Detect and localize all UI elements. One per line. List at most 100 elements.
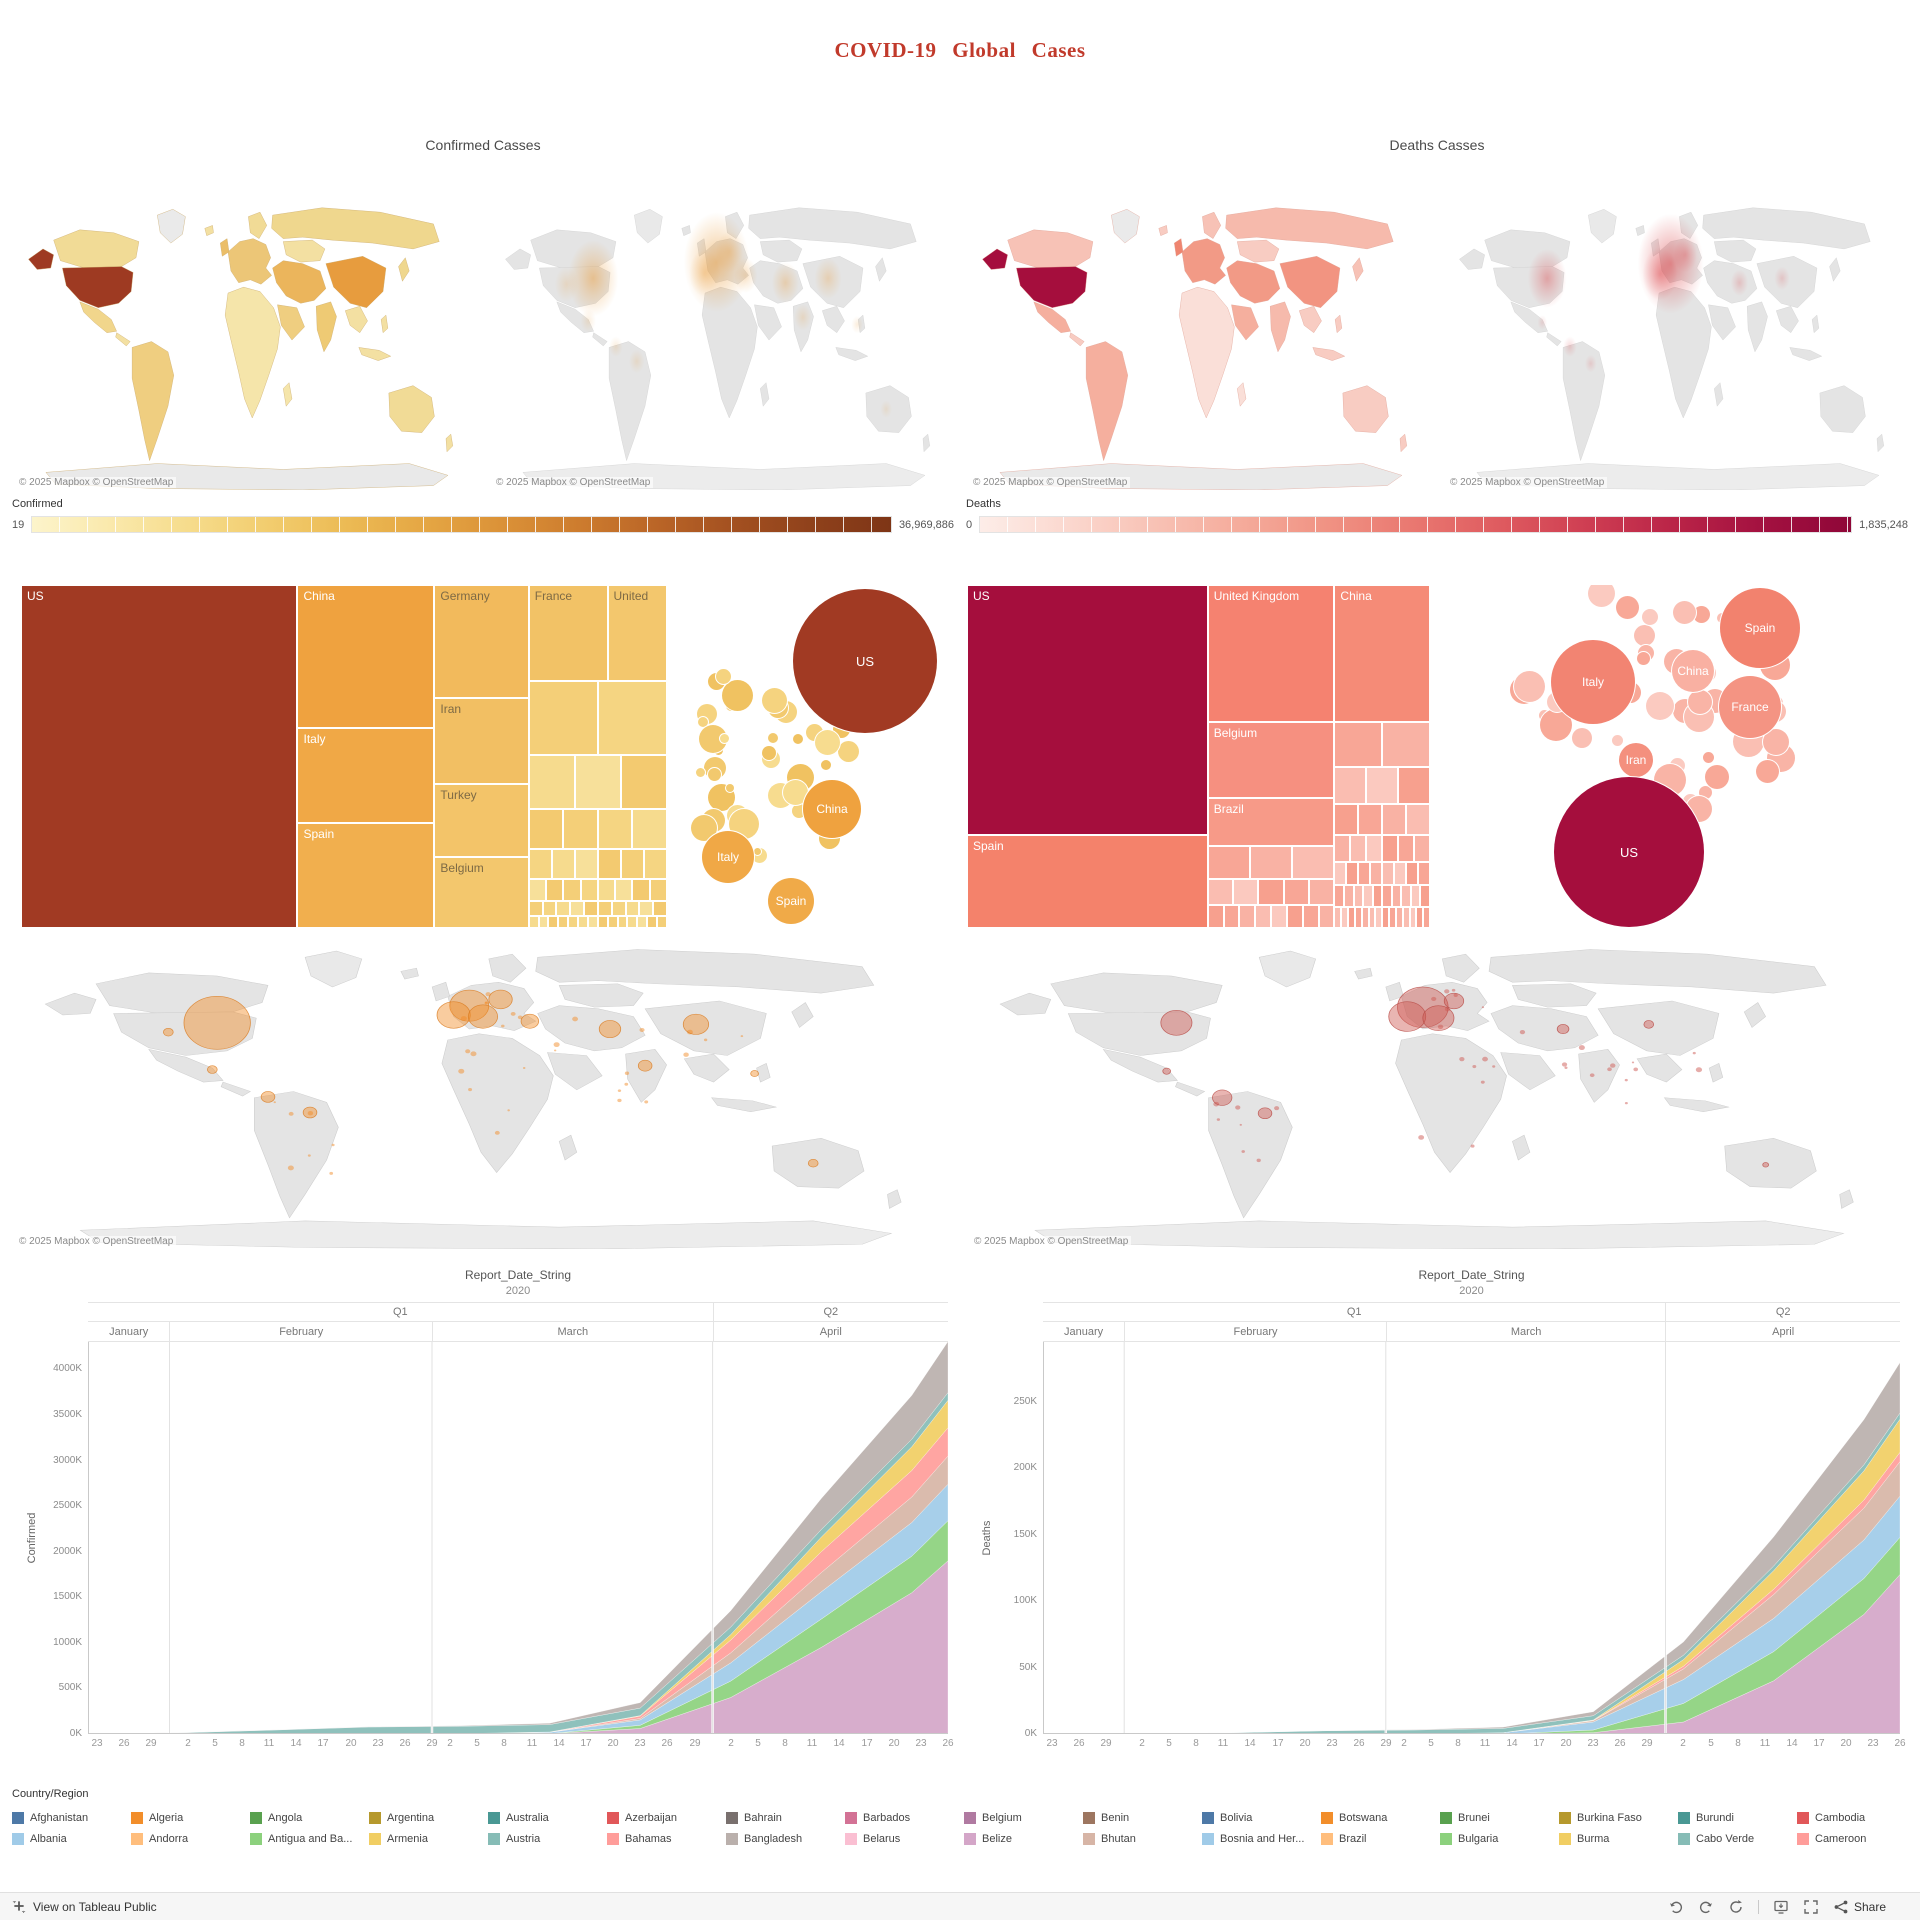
treemap-small-cell[interactable] — [649, 878, 667, 901]
treemap-small-cell[interactable] — [1372, 884, 1383, 908]
legend-item-bahrain[interactable]: Bahrain — [726, 1807, 845, 1828]
treemap-small-cell[interactable] — [568, 915, 579, 928]
treemap-small-cell[interactable] — [528, 915, 539, 928]
treemap-cell-us[interactable]: US — [967, 585, 1208, 836]
timeseries-deaths[interactable]: Report_Date_String 2020 Deaths 0K 50K 100K… — [967, 1268, 1906, 1756]
treemap-small-cell[interactable] — [528, 755, 575, 810]
map-deaths-choropleth[interactable]: © 2025 Mapbox © OpenStreetMap — [966, 196, 1431, 490]
legend-item-bhutan[interactable]: Bhutan — [1083, 1828, 1202, 1849]
treemap-small-cell[interactable] — [528, 878, 547, 901]
treemap-small-cell[interactable] — [528, 848, 552, 879]
treemap-small-cell[interactable] — [1207, 904, 1224, 928]
legend-item-brazil[interactable]: Brazil — [1321, 1828, 1440, 1849]
treemap-small-cell[interactable] — [1398, 767, 1430, 805]
packed-bubbles-confirmed[interactable]: US China Italy Spain — [667, 585, 950, 928]
legend-item-burkina-faso[interactable]: Burkina Faso — [1559, 1807, 1678, 1828]
map-deaths-density[interactable]: © 2025 Mapbox © OpenStreetMap — [1443, 196, 1908, 490]
treemap-small-cell[interactable] — [1318, 904, 1335, 928]
treemap-small-cell[interactable] — [643, 848, 667, 879]
treemap-small-cell[interactable] — [611, 900, 626, 916]
legend-item-afghanistan[interactable]: Afghanistan — [12, 1807, 131, 1828]
quarter-header[interactable]: Q1 — [1346, 1306, 1362, 1318]
treemap-small-cell[interactable] — [563, 878, 581, 901]
treemap-small-cell[interactable] — [1391, 884, 1402, 908]
treemap-small-cell[interactable] — [1334, 862, 1347, 885]
treemap-small-cell[interactable] — [632, 878, 650, 901]
month-header[interactable]: January — [1064, 1325, 1104, 1338]
treemap-small-cell[interactable] — [1348, 907, 1355, 928]
download-button[interactable] — [1773, 1899, 1789, 1915]
treemap-small-cell[interactable] — [1249, 845, 1293, 879]
treemap-small-cell[interactable] — [1402, 907, 1410, 928]
treemap-small-cell[interactable] — [574, 755, 621, 810]
color-gradient-bar[interactable] — [979, 516, 1853, 533]
map-confirmed-symbols[interactable]: © 2025 Mapbox © OpenStreetMap — [12, 937, 950, 1249]
treemap-cell-belgium[interactable]: Belgium — [434, 857, 529, 928]
legend-item-bosnia-and-her-[interactable]: Bosnia and Her... — [1202, 1828, 1321, 1849]
treemap-small-cell[interactable] — [1350, 835, 1367, 863]
treemap-small-cell[interactable] — [1343, 884, 1354, 908]
treemap-small-cell[interactable] — [1361, 907, 1369, 928]
treemap-small-cell[interactable] — [1283, 878, 1310, 905]
packed-bubbles-deaths[interactable]: Spain Italy China France Iran US — [1430, 585, 1902, 928]
treemap-small-cell[interactable] — [1420, 884, 1430, 908]
map-deaths-symbols[interactable]: © 2025 Mapbox © OpenStreetMap — [967, 937, 1902, 1249]
bubble-italy[interactable]: Italy — [702, 831, 754, 883]
treemap-small-cell[interactable] — [1382, 804, 1407, 836]
treemap-cell-brazil[interactable]: Brazil — [1207, 797, 1335, 846]
treemap-small-cell[interactable] — [1358, 804, 1383, 836]
treemap-small-cell[interactable] — [1368, 907, 1376, 928]
legend-item-cabo-verde[interactable]: Cabo Verde — [1678, 1828, 1797, 1849]
treemap-small-cell[interactable] — [1395, 907, 1403, 928]
treemap-small-cell[interactable] — [1334, 884, 1344, 908]
treemap-small-cell[interactable] — [1414, 835, 1430, 863]
treemap-cell-united-kingdom[interactable]: United — [607, 585, 667, 682]
treemap-small-cell[interactable] — [1334, 722, 1383, 768]
treemap-small-cell[interactable] — [597, 915, 608, 928]
treemap-small-cell[interactable] — [548, 915, 559, 928]
legend-item-belgium[interactable]: Belgium — [964, 1807, 1083, 1828]
legend-item-andorra[interactable]: Andorra — [131, 1828, 250, 1849]
treemap-cell-turkey[interactable]: Turkey — [434, 783, 529, 858]
legend-item-australia[interactable]: Australia — [488, 1807, 607, 1828]
month-header[interactable]: March — [431, 1322, 713, 1341]
treemap-cell-united-kingdom[interactable]: United Kingdom — [1207, 585, 1335, 723]
treemap-small-cell[interactable] — [1233, 878, 1259, 905]
undo-button[interactable] — [1668, 1899, 1684, 1915]
legend-item-bolivia[interactable]: Bolivia — [1202, 1807, 1321, 1828]
treemap-small-cell[interactable] — [538, 915, 549, 928]
treemap-cell-belgium[interactable]: Belgium — [1207, 722, 1335, 798]
treemap-small-cell[interactable] — [625, 900, 640, 916]
treemap-small-cell[interactable] — [620, 755, 667, 810]
treemap-cell-italy[interactable]: Italy — [297, 728, 435, 823]
treemap-small-cell[interactable] — [597, 900, 612, 916]
treemap-small-cell[interactable] — [1409, 907, 1417, 928]
treemap-small-cell[interactable] — [1358, 862, 1371, 885]
treemap-small-cell[interactable] — [1334, 767, 1367, 805]
legend-item-bangladesh[interactable]: Bangladesh — [726, 1828, 845, 1849]
treemap-small-cell[interactable] — [597, 848, 621, 879]
legend-item-algeria[interactable]: Algeria — [131, 1807, 250, 1828]
treemap-small-cell[interactable] — [1363, 884, 1373, 908]
quarter-header[interactable]: Q2 — [1665, 1303, 1900, 1321]
treemap-small-cell[interactable] — [653, 900, 667, 916]
bubble-us[interactable]: US — [1554, 777, 1704, 927]
bubble-iran[interactable]: Iran — [1619, 743, 1653, 777]
treemap-cell-spain[interactable]: Spain — [297, 822, 435, 928]
treemap-cell-germany[interactable]: Germany — [434, 585, 529, 699]
treemap-small-cell[interactable] — [1406, 804, 1430, 836]
month-header[interactable]: March — [1385, 1322, 1666, 1341]
treemap-small-cell[interactable] — [1382, 722, 1430, 768]
treemap-small-cell[interactable] — [1292, 845, 1335, 879]
treemap-confirmed[interactable]: US China Italy Spain Germany Iran Turkey… — [21, 585, 667, 928]
treemap-small-cell[interactable] — [627, 915, 638, 928]
treemap-small-cell[interactable] — [1334, 835, 1351, 863]
treemap-small-cell[interactable] — [1207, 878, 1234, 905]
treemap-small-cell[interactable] — [1375, 907, 1383, 928]
treemap-small-cell[interactable] — [584, 900, 598, 916]
treemap-small-cell[interactable] — [1334, 804, 1359, 836]
treemap-small-cell[interactable] — [1207, 845, 1250, 879]
legend-item-angola[interactable]: Angola — [250, 1807, 369, 1828]
treemap-small-cell[interactable] — [620, 848, 644, 879]
treemap-small-cell[interactable] — [1223, 904, 1240, 928]
